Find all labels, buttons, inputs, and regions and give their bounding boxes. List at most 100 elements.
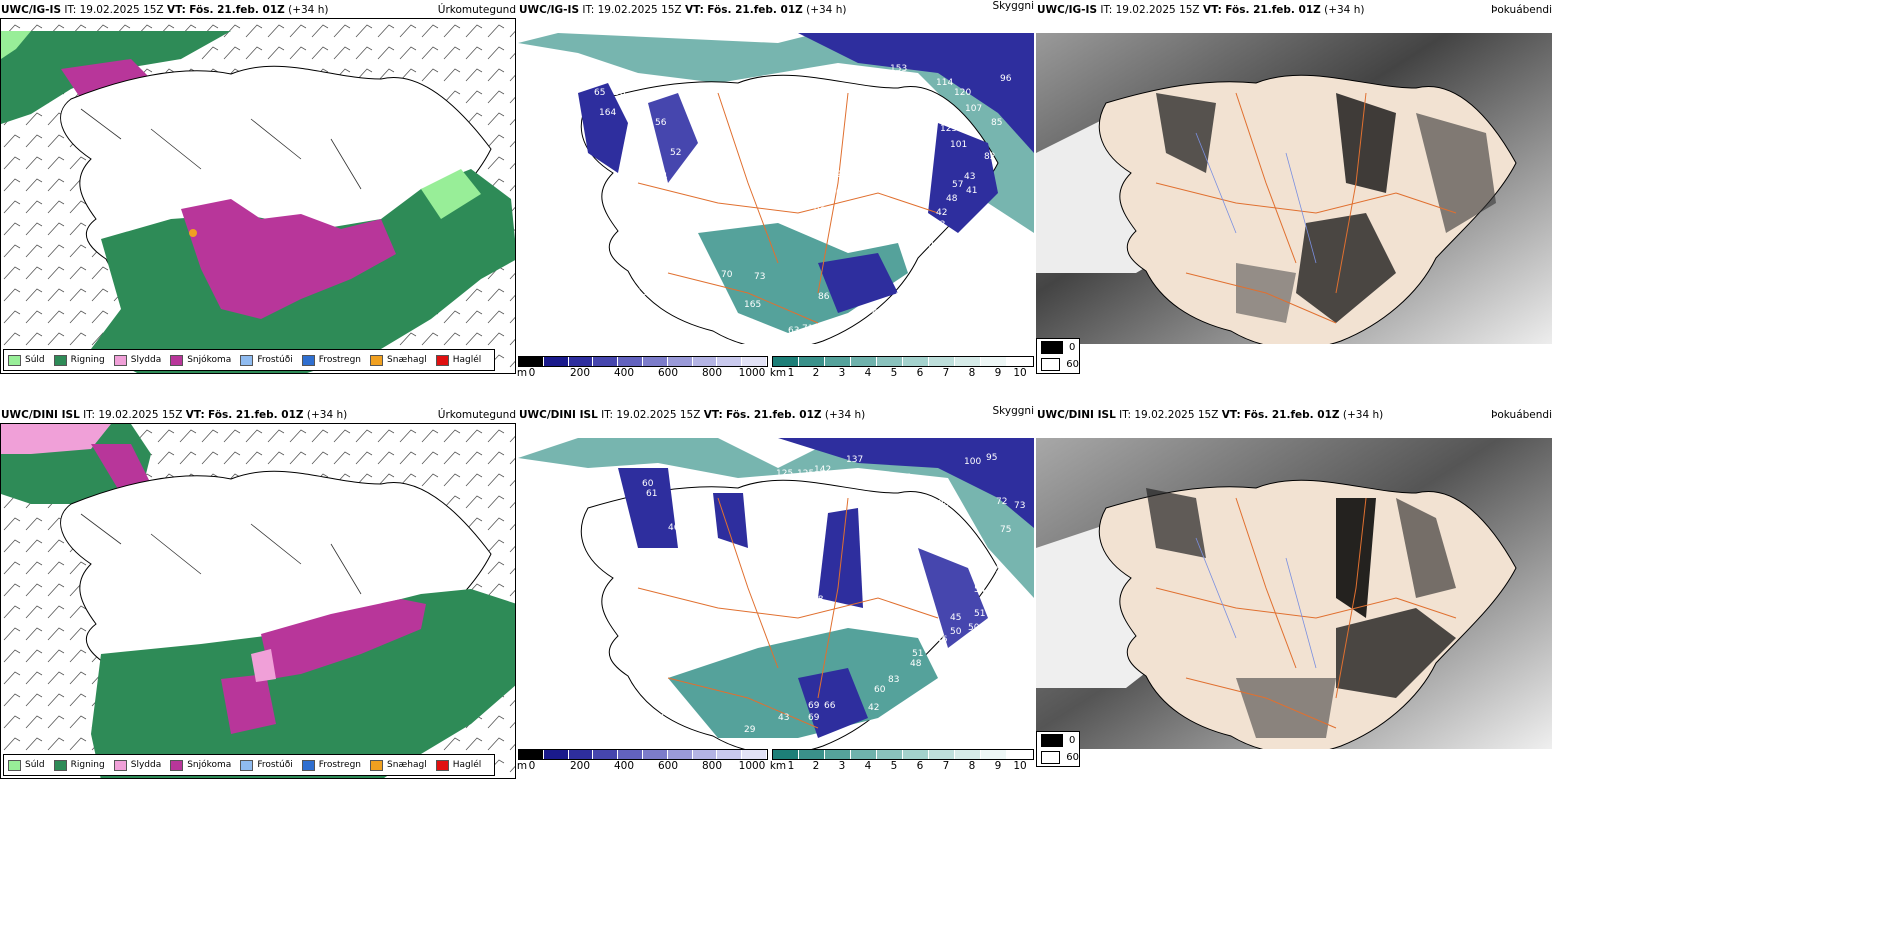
ceiling-label: 56: [655, 118, 667, 128]
panel-precip-type-dini: UWC/DINI ISL IT: 19.02.2025 15Z VT: Fös.…: [0, 405, 516, 779]
visibility-colorbar: km 1 2 3 4 5 6 7 8 9 10: [770, 749, 1034, 772]
ceiling-label: 78: [812, 595, 824, 605]
map-visibility: 60 61 46 85 94 65 165 81 103 139 125 125…: [518, 423, 1034, 749]
ceiling-label: 85: [588, 543, 599, 553]
ceiling-label: 165: [748, 501, 765, 511]
ceiling-label: 72: [660, 709, 671, 719]
map-fog: [1036, 18, 1552, 344]
ceiling-label: 81: [776, 497, 787, 507]
legend-swatch: [53, 354, 67, 366]
legend-swatch: [435, 354, 449, 366]
ceiling-label: 61: [646, 489, 657, 499]
visibility-tick: 10: [1013, 760, 1027, 772]
legend-item: Rigning: [53, 759, 105, 771]
ceiling-label: 139: [636, 288, 653, 298]
visibility-ramp: [772, 749, 1034, 760]
ceiling-label: 53: [934, 220, 945, 230]
ceiling-label: 52: [670, 148, 681, 158]
visibility-tick: 6: [916, 760, 924, 772]
visibility-tick: 4: [864, 760, 872, 772]
ceiling-tick: 600: [657, 367, 679, 379]
map-fog: [1036, 423, 1552, 749]
ceiling-label: 90: [836, 170, 848, 180]
ceiling-label: 77: [752, 745, 763, 749]
legend-item: Slydda: [113, 354, 161, 366]
ceiling-label: 138: [898, 78, 915, 88]
fog-swatch: [1041, 358, 1061, 371]
visibility-tick: 7: [942, 367, 950, 379]
visibility-tick: 9: [994, 760, 1002, 772]
visibility-tick: 6: [916, 367, 924, 379]
ceiling-label: 185: [894, 473, 911, 483]
ceiling-label: 53: [982, 593, 993, 603]
panel-title: Skyggni: [992, 0, 1035, 12]
fog-legend: 0 60: [1036, 731, 1080, 767]
ceiling-label: 107: [965, 104, 982, 114]
panel-title: Úrkomutegund: [437, 409, 516, 421]
map-visibility: 65 58 164 56 504 76 275 225 125 138 153 …: [518, 18, 1034, 344]
visibility-tick: 10: [1013, 367, 1027, 379]
visibility-tick: 7: [942, 760, 950, 772]
ceiling-ticks: m 0 200 400 600 800 1000: [516, 760, 768, 772]
ceiling-unit: m: [516, 760, 528, 772]
legend-item: Frostúði: [240, 759, 293, 771]
ceiling-label: 125: [940, 124, 957, 134]
ceiling-label: 125: [871, 72, 888, 82]
ceiling-label: 142: [814, 465, 831, 475]
ceiling-label: 63: [788, 326, 799, 336]
visibility-tick: 2: [812, 760, 820, 772]
panel-fog-igis: UWC/IG-IS IT: 19.02.2025 15Z VT: Fös. 21…: [1036, 0, 1552, 374]
ceiling-label: 46: [936, 635, 948, 645]
ceiling-ramp: [518, 356, 768, 367]
ceiling-label: 65: [665, 559, 676, 569]
legend-swatch: [301, 759, 315, 771]
legend-item: Frostregn: [301, 354, 361, 366]
fog-legend-row: 0: [1037, 732, 1079, 749]
legend-item: Frostregn: [301, 759, 361, 771]
ceiling-label: 96: [1000, 74, 1012, 84]
ceiling-label: 69: [808, 701, 820, 711]
panel-title: Skyggni: [992, 405, 1035, 417]
ceiling-label: 45: [918, 286, 929, 296]
visibility-tick: 5: [890, 760, 898, 772]
ceiling-label: 120: [890, 541, 907, 551]
ceiling-tick: 800: [701, 367, 723, 379]
legend-item: Snæhagl: [370, 759, 427, 771]
legend-swatch: [53, 759, 67, 771]
fog-swatch: [1041, 751, 1061, 764]
legend-item: Súld: [8, 354, 45, 366]
ceiling-label: 85: [990, 565, 1001, 575]
fog-swatch: [1041, 734, 1063, 747]
ceiling-label: 102: [810, 222, 827, 232]
ceiling-label: 50: [950, 627, 962, 637]
ceiling-unit: m: [516, 367, 528, 379]
panel-header: UWC/DINI ISL IT: 19.02.2025 15Z VT: Fös.…: [1, 409, 516, 421]
panel-title: Úrkomutegund: [437, 4, 516, 16]
ceiling-label: 58: [614, 88, 626, 98]
ceiling-tick: 200: [569, 367, 591, 379]
ceiling-label: 49: [932, 647, 944, 657]
ceiling-label: 48: [946, 194, 958, 204]
legend-swatch: [240, 759, 254, 771]
ceiling-ticks: m 0 200 400 600 800 1000: [516, 367, 768, 379]
ceiling-tick: 800: [701, 760, 723, 772]
ceiling-label: 82: [984, 152, 995, 162]
visibility-ticks: km 1 2 3 4 5 6 7 8 9 10: [770, 367, 1034, 379]
visibility-colorbar: km 1 2 3 4 5 6 7 8 9 10: [770, 356, 1034, 379]
ceiling-tick: 400: [613, 760, 635, 772]
ceiling-label: 70: [742, 745, 754, 749]
ceiling-label: 43: [778, 713, 789, 723]
ceiling-label: 71: [802, 324, 813, 334]
ceiling-label: 72: [996, 497, 1007, 507]
ceiling-label: 73: [1014, 501, 1025, 511]
fog-legend-row: 60: [1037, 749, 1079, 766]
fog-legend: 0 60: [1036, 338, 1080, 374]
ceiling-label: 139: [808, 497, 825, 507]
ceiling-label: 125: [797, 469, 814, 479]
legend-item: Snjókoma: [170, 354, 231, 366]
ceiling-label: 96: [814, 206, 826, 216]
visibility-tick: 5: [890, 367, 898, 379]
map-precip-type: Súld Rigning Slydda Snjókoma Frostúði Fr…: [0, 423, 516, 779]
ceiling-label: 137: [846, 455, 863, 465]
ceiling-label: 77: [812, 553, 823, 563]
